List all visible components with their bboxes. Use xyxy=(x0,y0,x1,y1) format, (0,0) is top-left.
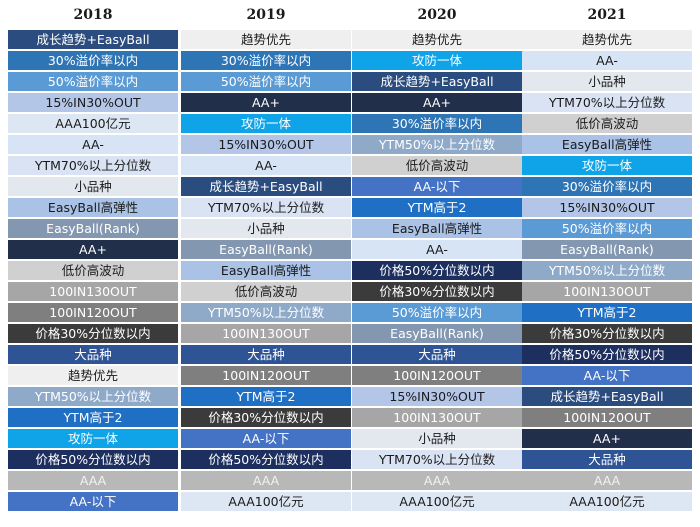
strategy-cell-r13-c1: 100IN130OUT xyxy=(8,282,178,301)
strategy-cell-r18-c4: 成长趋势+EasyBall xyxy=(522,387,692,406)
strategy-cell-r17-c2: 100IN120OUT xyxy=(181,366,351,385)
strategy-cell-r17-c3: 100IN120OUT xyxy=(352,366,522,385)
strategy-cell-r9-c1: EasyBall高弹性 xyxy=(8,198,178,217)
strategy-cell-r14-c4: YTM高于2 xyxy=(522,303,692,322)
strategy-cell-r12-c1: 低价高波动 xyxy=(8,261,178,280)
strategy-cell-r4-c3: AA+ xyxy=(352,93,522,112)
strategy-cell-r9-c2: YTM70%以上分位数 xyxy=(181,198,351,217)
strategy-cell-r1-c2: 趋势优先 xyxy=(181,30,351,49)
strategy-cell-r14-c3: 50%溢价率以内 xyxy=(352,303,522,322)
strategy-cell-r5-c2: 攻防一体 xyxy=(181,114,351,133)
strategy-cell-r8-c3: AA-以下 xyxy=(352,177,522,196)
strategy-cell-r2-c2: 30%溢价率以内 xyxy=(181,51,351,70)
strategy-cell-r14-c1: 100IN120OUT xyxy=(8,303,178,322)
strategy-cell-r15-c3: EasyBall(Rank) xyxy=(352,324,522,343)
year-header-2020: 2020 xyxy=(417,7,457,23)
strategy-cell-r22-c1: AAA xyxy=(8,471,178,490)
strategy-cell-r8-c2: 成长趋势+EasyBall xyxy=(181,177,351,196)
strategy-cell-r7-c1: YTM70%以上分位数 xyxy=(8,156,178,175)
strategy-cell-r21-c1: 价格50%分位数以内 xyxy=(8,450,178,469)
strategy-cell-r10-c2: 小品种 xyxy=(181,219,351,238)
strategy-cell-r17-c4: AA-以下 xyxy=(522,366,692,385)
strategy-cell-r3-c4: 小品种 xyxy=(522,72,692,91)
strategy-cell-r13-c4: 100IN130OUT xyxy=(522,282,692,301)
strategy-cell-r5-c4: 低价高波动 xyxy=(522,114,692,133)
strategy-cell-r11-c4: EasyBall(Rank) xyxy=(522,240,692,259)
strategy-cell-r10-c4: 50%溢价率以内 xyxy=(522,219,692,238)
strategy-cell-r8-c1: 小品种 xyxy=(8,177,178,196)
strategy-cell-r5-c3: 30%溢价率以内 xyxy=(352,114,522,133)
strategy-cell-r12-c4: YTM50%以上分位数 xyxy=(522,261,692,280)
strategy-cell-r2-c3: 攻防一体 xyxy=(352,51,522,70)
strategy-cell-r23-c2: AAA100亿元 xyxy=(181,492,351,511)
strategy-cell-r18-c1: YTM50%以上分位数 xyxy=(8,387,178,406)
strategy-cell-r19-c4: 100IN120OUT xyxy=(522,408,692,427)
strategy-cell-r19-c1: YTM高于2 xyxy=(8,408,178,427)
year-header-2019: 2019 xyxy=(246,7,286,23)
strategy-cell-r6-c2: 15%IN30%OUT xyxy=(181,135,351,154)
strategy-cell-r3-c3: 成长趋势+EasyBall xyxy=(352,72,522,91)
strategy-cell-r7-c4: 攻防一体 xyxy=(522,156,692,175)
strategy-cell-r15-c4: 价格30%分位数以内 xyxy=(522,324,692,343)
strategy-cell-r10-c1: EasyBall(Rank) xyxy=(8,219,178,238)
strategy-cell-r14-c2: YTM50%以上分位数 xyxy=(181,303,351,322)
strategy-cell-r8-c4: 30%溢价率以内 xyxy=(522,177,692,196)
strategy-cell-r7-c3: 低价高波动 xyxy=(352,156,522,175)
strategy-cell-r11-c3: AA- xyxy=(352,240,522,259)
strategy-cell-r12-c3: 价格50%分位数以内 xyxy=(352,261,522,280)
strategy-cell-r21-c2: 价格50%分位数以内 xyxy=(181,450,351,469)
strategy-cell-r9-c4: 15%IN30%OUT xyxy=(522,198,692,217)
strategy-cell-r21-c4: 大品种 xyxy=(522,450,692,469)
strategy-cell-r1-c3: 趋势优先 xyxy=(352,30,522,49)
strategy-cell-r13-c3: 价格30%分位数以内 xyxy=(352,282,522,301)
strategy-cell-r7-c2: AA- xyxy=(181,156,351,175)
strategy-cell-r11-c2: EasyBall(Rank) xyxy=(181,240,351,259)
strategy-cell-r3-c1: 50%溢价率以内 xyxy=(8,72,178,91)
strategy-cell-r20-c2: AA-以下 xyxy=(181,429,351,448)
strategy-cell-r4-c4: YTM70%以上分位数 xyxy=(522,93,692,112)
strategy-cell-r23-c4: AAA100亿元 xyxy=(522,492,692,511)
strategy-cell-r17-c1: 趋势优先 xyxy=(8,366,178,385)
strategy-cell-r9-c3: YTM高于2 xyxy=(352,198,522,217)
strategy-cell-r16-c4: 价格50%分位数以内 xyxy=(522,345,692,364)
strategy-cell-r2-c4: AA- xyxy=(522,51,692,70)
strategy-cell-r19-c3: 100IN130OUT xyxy=(352,408,522,427)
strategy-cell-r20-c4: AA+ xyxy=(522,429,692,448)
year-header-2021: 2021 xyxy=(587,7,627,23)
strategy-cell-r23-c3: AAA100亿元 xyxy=(352,492,522,511)
strategy-cell-r23-c1: AA-以下 xyxy=(8,492,178,511)
strategy-cell-r1-c1: 成长趋势+EasyBall xyxy=(8,30,178,49)
strategy-cell-r3-c2: 50%溢价率以内 xyxy=(181,72,351,91)
strategy-cell-r19-c2: 价格30%分位数以内 xyxy=(181,408,351,427)
strategy-cell-r4-c2: AA+ xyxy=(181,93,351,112)
strategy-cell-r12-c2: EasyBall高弹性 xyxy=(181,261,351,280)
strategy-cell-r15-c1: 价格30%分位数以内 xyxy=(8,324,178,343)
strategy-cell-r16-c1: 大品种 xyxy=(8,345,178,364)
strategy-cell-r11-c1: AA+ xyxy=(8,240,178,259)
strategy-cell-r20-c1: 攻防一体 xyxy=(8,429,178,448)
strategy-cell-r22-c3: AAA xyxy=(352,471,522,490)
strategy-cell-r10-c3: EasyBall高弹性 xyxy=(352,219,522,238)
strategy-cell-r6-c4: EasyBall高弹性 xyxy=(522,135,692,154)
strategy-cell-r13-c2: 低价高波动 xyxy=(181,282,351,301)
strategy-cell-r1-c4: 趋势优先 xyxy=(522,30,692,49)
strategy-cell-r18-c3: 15%IN30%OUT xyxy=(352,387,522,406)
strategy-cell-r15-c2: 100IN130OUT xyxy=(181,324,351,343)
strategy-cell-r6-c1: AA- xyxy=(8,135,178,154)
year-header-2018: 2018 xyxy=(73,7,113,23)
strategy-cell-r22-c2: AAA xyxy=(181,471,351,490)
strategy-cell-r5-c1: AAA100亿元 xyxy=(8,114,178,133)
strategy-cell-r16-c3: 大品种 xyxy=(352,345,522,364)
strategy-cell-r22-c4: AAA xyxy=(522,471,692,490)
strategy-cell-r6-c3: YTM50%以上分位数 xyxy=(352,135,522,154)
strategy-cell-r16-c2: 大品种 xyxy=(181,345,351,364)
strategy-cell-r18-c2: YTM高于2 xyxy=(181,387,351,406)
strategy-cell-r20-c3: 小品种 xyxy=(352,429,522,448)
strategy-cell-r2-c1: 30%溢价率以内 xyxy=(8,51,178,70)
strategy-cell-r4-c1: 15%IN30%OUT xyxy=(8,93,178,112)
strategy-cell-r21-c3: YTM70%以上分位数 xyxy=(352,450,522,469)
